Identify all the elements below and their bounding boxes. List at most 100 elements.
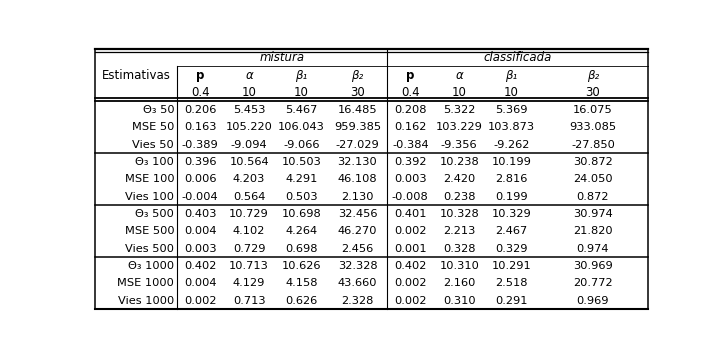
Text: MSE 50: MSE 50 — [132, 122, 174, 132]
Text: α: α — [245, 69, 253, 82]
Text: 0.002: 0.002 — [394, 295, 426, 306]
Text: 10.564: 10.564 — [229, 157, 269, 167]
Text: 0.001: 0.001 — [394, 244, 426, 253]
Text: 0.626: 0.626 — [285, 295, 318, 306]
Text: 0.564: 0.564 — [233, 192, 265, 202]
Text: 2.420: 2.420 — [443, 174, 476, 184]
Text: 0.006: 0.006 — [184, 174, 217, 184]
Text: 103.873: 103.873 — [488, 122, 535, 132]
Text: 0.969: 0.969 — [577, 295, 609, 306]
Text: 0.872: 0.872 — [577, 192, 609, 202]
Text: 4.264: 4.264 — [285, 226, 318, 236]
Text: 0.328: 0.328 — [443, 244, 476, 253]
Text: 10.238: 10.238 — [439, 157, 479, 167]
Text: 0.402: 0.402 — [184, 261, 216, 271]
Text: 2.160: 2.160 — [443, 278, 476, 288]
Text: 10.713: 10.713 — [229, 261, 269, 271]
Text: 16.485: 16.485 — [338, 105, 377, 115]
Text: 24.050: 24.050 — [573, 174, 613, 184]
Text: Θ₃ 100: Θ₃ 100 — [136, 157, 174, 167]
Text: 4.102: 4.102 — [233, 226, 265, 236]
Text: -0.384: -0.384 — [392, 139, 428, 150]
Text: β₁: β₁ — [295, 69, 307, 82]
Text: 2.328: 2.328 — [341, 295, 373, 306]
Text: 5.322: 5.322 — [443, 105, 476, 115]
Text: 10: 10 — [294, 86, 309, 99]
Text: 10.503: 10.503 — [281, 157, 321, 167]
Text: -9.094: -9.094 — [231, 139, 268, 150]
Text: 5.467: 5.467 — [285, 105, 318, 115]
Text: 16.075: 16.075 — [573, 105, 613, 115]
Text: 0.392: 0.392 — [394, 157, 426, 167]
Text: -9.356: -9.356 — [441, 139, 478, 150]
Text: 0.403: 0.403 — [184, 209, 217, 219]
Text: -9.262: -9.262 — [493, 139, 530, 150]
Text: 32.456: 32.456 — [338, 209, 377, 219]
Text: 0.208: 0.208 — [394, 105, 426, 115]
Text: p: p — [406, 69, 415, 82]
Text: Vies 50: Vies 50 — [133, 139, 174, 150]
Text: 2.467: 2.467 — [495, 226, 528, 236]
Text: 0.974: 0.974 — [577, 244, 609, 253]
Text: β₂: β₂ — [352, 69, 364, 82]
Text: β₂: β₂ — [587, 69, 599, 82]
Text: -0.389: -0.389 — [182, 139, 218, 150]
Text: p: p — [196, 69, 204, 82]
Text: 0.396: 0.396 — [184, 157, 217, 167]
Text: 30.974: 30.974 — [573, 209, 613, 219]
Text: 0.329: 0.329 — [495, 244, 528, 253]
Text: 0.003: 0.003 — [394, 174, 426, 184]
Text: 4.203: 4.203 — [233, 174, 265, 184]
Text: 4.291: 4.291 — [285, 174, 318, 184]
Text: 30.969: 30.969 — [573, 261, 613, 271]
Text: mistura: mistura — [260, 51, 304, 64]
Text: 46.108: 46.108 — [338, 174, 377, 184]
Text: α: α — [455, 69, 463, 82]
Text: Vies 500: Vies 500 — [125, 244, 174, 253]
Text: 0.002: 0.002 — [184, 295, 217, 306]
Text: 105.220: 105.220 — [225, 122, 273, 132]
Text: -0.004: -0.004 — [182, 192, 218, 202]
Text: 4.158: 4.158 — [285, 278, 318, 288]
Text: 20.772: 20.772 — [573, 278, 613, 288]
Text: 0.4: 0.4 — [401, 86, 420, 99]
Text: 0.003: 0.003 — [184, 244, 217, 253]
Text: 10.698: 10.698 — [281, 209, 321, 219]
Text: 0.206: 0.206 — [184, 105, 216, 115]
Text: 10.310: 10.310 — [439, 261, 479, 271]
Text: 0.004: 0.004 — [184, 278, 217, 288]
Text: β₁: β₁ — [505, 69, 518, 82]
Text: 106.043: 106.043 — [278, 122, 325, 132]
Text: MSE 500: MSE 500 — [125, 226, 174, 236]
Text: 0.162: 0.162 — [394, 122, 426, 132]
Text: 0.004: 0.004 — [184, 226, 217, 236]
Text: 103.229: 103.229 — [436, 122, 483, 132]
Text: 10.626: 10.626 — [281, 261, 321, 271]
Text: -27.029: -27.029 — [336, 139, 379, 150]
Text: 0.238: 0.238 — [443, 192, 476, 202]
Text: 2.213: 2.213 — [443, 226, 476, 236]
Text: 0.402: 0.402 — [394, 261, 426, 271]
Text: Θ₃ 500: Θ₃ 500 — [136, 209, 174, 219]
Text: 5.369: 5.369 — [495, 105, 528, 115]
Text: 43.660: 43.660 — [338, 278, 377, 288]
Text: 0.199: 0.199 — [495, 192, 528, 202]
Text: 32.328: 32.328 — [338, 261, 377, 271]
Text: 10.199: 10.199 — [492, 157, 531, 167]
Text: -27.850: -27.850 — [571, 139, 615, 150]
Text: 4.129: 4.129 — [233, 278, 265, 288]
Text: 2.130: 2.130 — [341, 192, 373, 202]
Text: -0.008: -0.008 — [392, 192, 428, 202]
Text: MSE 1000: MSE 1000 — [117, 278, 174, 288]
Text: 10: 10 — [504, 86, 519, 99]
Text: 30: 30 — [350, 86, 365, 99]
Text: 2.816: 2.816 — [495, 174, 528, 184]
Text: 0.698: 0.698 — [285, 244, 318, 253]
Text: 10.328: 10.328 — [439, 209, 479, 219]
Text: 46.270: 46.270 — [338, 226, 377, 236]
Text: 2.518: 2.518 — [495, 278, 528, 288]
Text: Θ₃ 50: Θ₃ 50 — [143, 105, 174, 115]
Text: 32.130: 32.130 — [338, 157, 377, 167]
Text: 30.872: 30.872 — [573, 157, 613, 167]
Text: 10.291: 10.291 — [492, 261, 531, 271]
